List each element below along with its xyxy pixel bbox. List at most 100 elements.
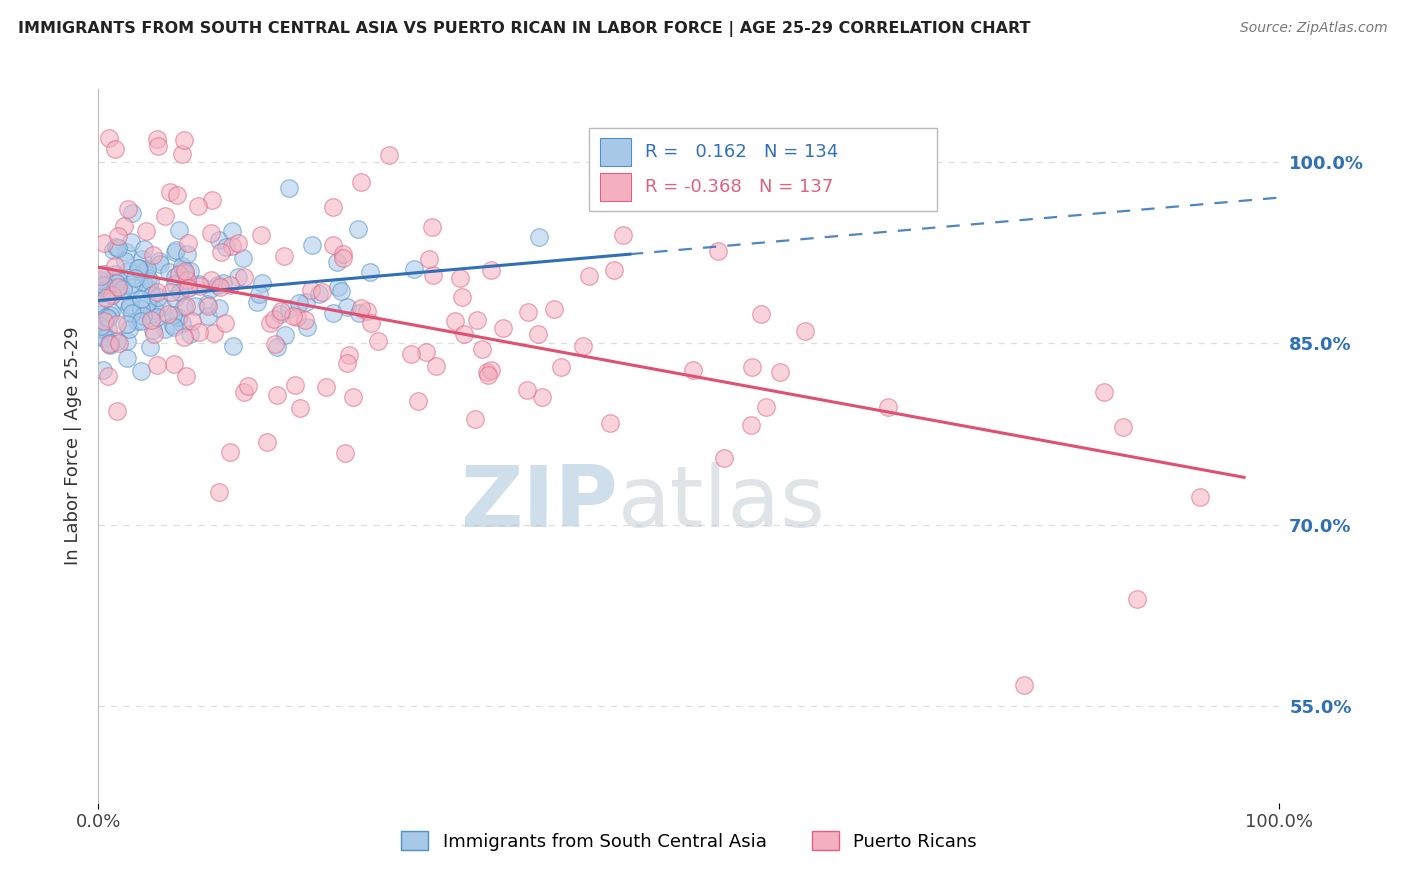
Point xyxy=(121,280,143,294)
Point xyxy=(221,224,243,238)
Point xyxy=(129,314,152,328)
Point xyxy=(1126,592,1149,607)
Point xyxy=(188,279,211,293)
Point xyxy=(101,243,124,257)
Point xyxy=(231,252,253,266)
Point xyxy=(105,334,128,349)
Point xyxy=(136,270,159,285)
Point xyxy=(612,228,634,243)
Point xyxy=(103,267,125,281)
Point xyxy=(284,377,307,392)
Point xyxy=(337,348,360,362)
Point xyxy=(90,269,112,284)
Point xyxy=(157,306,180,320)
Point xyxy=(93,314,115,328)
Text: ZIP: ZIP xyxy=(460,461,619,545)
Point xyxy=(128,261,150,276)
Point xyxy=(177,235,200,250)
Point xyxy=(141,248,163,262)
Point xyxy=(104,142,127,156)
Point xyxy=(153,209,176,223)
Point xyxy=(200,273,222,287)
Point xyxy=(165,277,187,292)
Point xyxy=(141,288,163,302)
Point xyxy=(603,262,626,277)
Point xyxy=(127,261,149,276)
Point xyxy=(200,227,222,241)
Point xyxy=(246,295,269,310)
Point xyxy=(188,325,211,339)
Point xyxy=(350,175,373,189)
Point xyxy=(162,308,184,322)
Point xyxy=(208,301,231,315)
Point xyxy=(283,309,305,323)
Point xyxy=(356,304,378,318)
Point xyxy=(218,444,240,458)
Point xyxy=(599,417,621,431)
Point xyxy=(132,276,155,290)
Point xyxy=(277,301,299,316)
Point xyxy=(146,310,169,325)
Point xyxy=(90,318,112,333)
Point xyxy=(197,299,219,313)
Point xyxy=(112,219,135,233)
Point xyxy=(516,305,538,319)
Point xyxy=(181,314,204,328)
Point xyxy=(89,277,111,292)
Point xyxy=(233,384,256,399)
Point xyxy=(105,239,128,253)
FancyBboxPatch shape xyxy=(600,138,631,166)
Point xyxy=(107,229,129,244)
Point xyxy=(163,319,186,334)
Point xyxy=(94,310,117,324)
Point xyxy=(406,393,429,408)
Point xyxy=(163,291,186,305)
Point xyxy=(107,280,129,294)
Point xyxy=(107,281,129,295)
Point xyxy=(139,283,162,297)
Point xyxy=(177,281,200,295)
Point xyxy=(207,277,229,292)
Point xyxy=(578,268,600,283)
Point xyxy=(707,244,730,258)
Point xyxy=(146,289,169,303)
Point xyxy=(173,133,195,147)
Point xyxy=(201,193,224,207)
Point xyxy=(479,362,502,376)
Point xyxy=(149,257,172,271)
Point xyxy=(159,285,181,300)
Point xyxy=(451,290,474,304)
Point xyxy=(90,280,112,294)
Point xyxy=(342,390,364,404)
Point xyxy=(228,236,250,251)
Point xyxy=(769,365,792,379)
Point xyxy=(755,400,778,414)
Point xyxy=(367,334,389,349)
Point xyxy=(105,317,128,331)
Point xyxy=(197,309,219,323)
Point xyxy=(336,356,359,370)
Text: IMMIGRANTS FROM SOUTH CENTRAL ASIA VS PUERTO RICAN IN LABOR FORCE | AGE 25-29 CO: IMMIGRANTS FROM SOUTH CENTRAL ASIA VS PU… xyxy=(18,21,1031,37)
Point xyxy=(139,307,162,321)
Point xyxy=(332,251,354,265)
Point xyxy=(288,296,311,310)
Point xyxy=(108,274,131,288)
Point xyxy=(228,269,250,284)
Point xyxy=(90,286,112,301)
Point xyxy=(477,368,499,382)
Point xyxy=(170,316,193,330)
Point xyxy=(187,277,209,291)
Point xyxy=(89,330,111,344)
Point xyxy=(177,279,200,293)
Point xyxy=(103,259,125,273)
Point xyxy=(208,485,231,500)
Point xyxy=(198,282,221,296)
Point xyxy=(256,435,278,450)
Point xyxy=(221,239,243,253)
Point xyxy=(93,277,115,292)
Point xyxy=(179,326,201,341)
Point xyxy=(124,271,146,285)
Point xyxy=(89,273,111,287)
Point xyxy=(222,339,245,353)
Point xyxy=(97,368,120,383)
